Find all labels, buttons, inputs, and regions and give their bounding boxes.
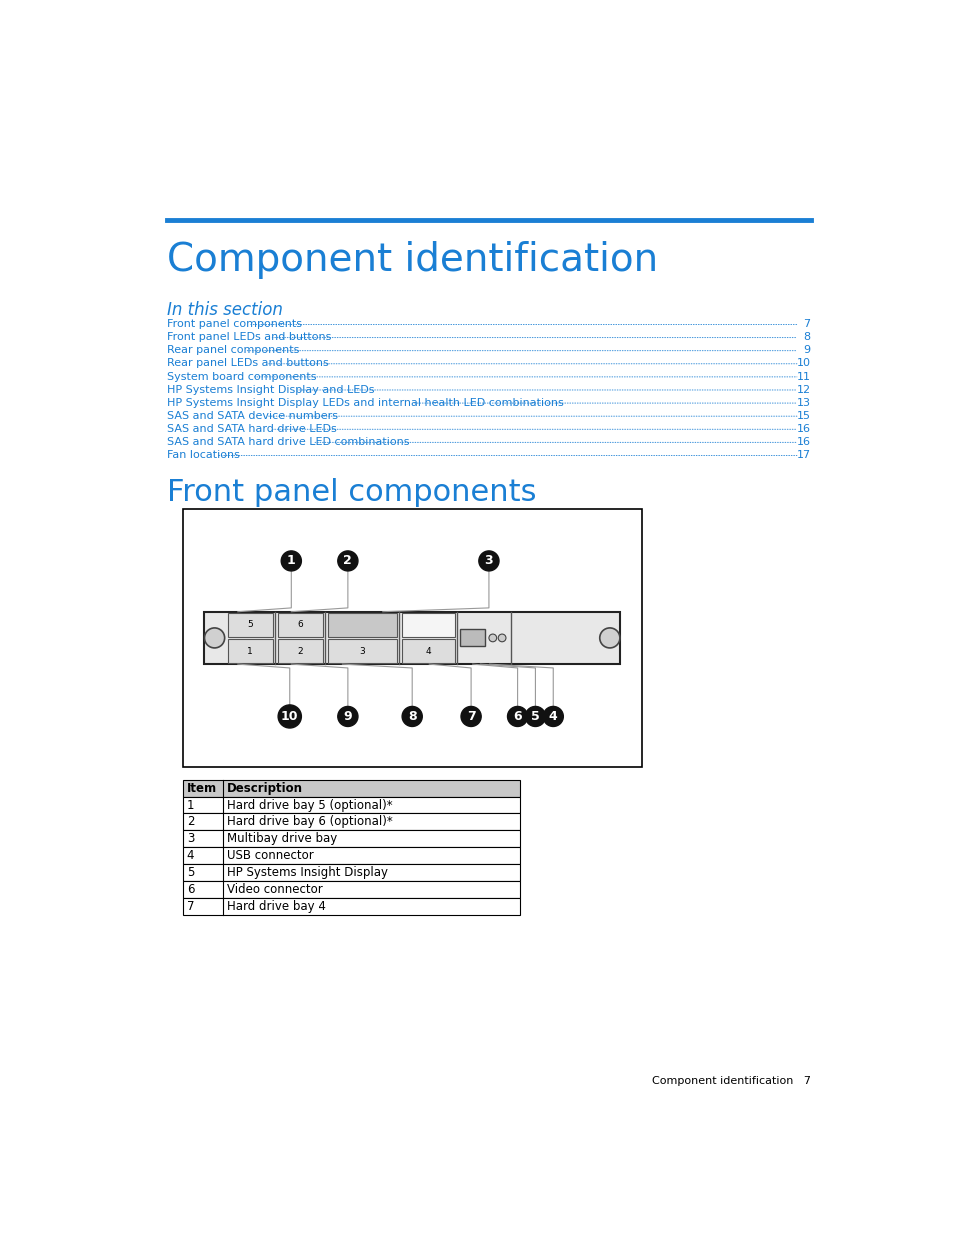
Circle shape: [278, 705, 301, 727]
Circle shape: [337, 551, 357, 571]
Text: 7: 7: [802, 319, 810, 330]
Circle shape: [497, 634, 505, 642]
Text: SAS and SATA device numbers: SAS and SATA device numbers: [167, 411, 338, 421]
Text: 13: 13: [796, 398, 810, 408]
Text: 1: 1: [247, 646, 253, 656]
Bar: [183, 779, 519, 797]
Text: 10: 10: [796, 358, 810, 368]
Text: Component identification   7: Component identification 7: [651, 1076, 810, 1086]
Bar: [328, 613, 396, 637]
Text: 4: 4: [548, 710, 558, 722]
Circle shape: [402, 706, 422, 726]
Circle shape: [525, 706, 545, 726]
Text: Rear panel LEDs and buttons: Rear panel LEDs and buttons: [167, 358, 329, 368]
Text: Front panel LEDs and buttons: Front panel LEDs and buttons: [167, 332, 332, 342]
Text: 1: 1: [287, 555, 295, 567]
Bar: [183, 882, 519, 898]
Text: USB connector: USB connector: [227, 850, 314, 862]
Text: HP Systems Insight Display LEDs and internal health LED combinations: HP Systems Insight Display LEDs and inte…: [167, 398, 563, 408]
Text: Component identification: Component identification: [167, 241, 658, 279]
Text: 7: 7: [187, 900, 194, 913]
Bar: [183, 830, 519, 847]
Text: 12: 12: [796, 384, 810, 395]
Text: Hard drive bay 5 (optional)*: Hard drive bay 5 (optional)*: [227, 799, 393, 811]
Text: 8: 8: [408, 710, 416, 722]
Circle shape: [281, 551, 301, 571]
Text: 5: 5: [247, 620, 253, 630]
Text: 6: 6: [513, 710, 521, 722]
Bar: [183, 898, 519, 915]
Text: HP Systems Insight Display: HP Systems Insight Display: [227, 866, 388, 879]
Circle shape: [460, 706, 480, 726]
Text: Hard drive bay 4: Hard drive bay 4: [227, 900, 326, 913]
Text: Multibay drive bay: Multibay drive bay: [227, 832, 336, 846]
Bar: [183, 847, 519, 864]
Text: 4: 4: [187, 850, 194, 862]
Bar: [278, 613, 323, 637]
Text: 8: 8: [802, 332, 810, 342]
Text: 3: 3: [484, 555, 493, 567]
Text: 5: 5: [531, 710, 539, 722]
Bar: [228, 638, 273, 663]
Bar: [183, 814, 519, 830]
Bar: [278, 638, 323, 663]
Bar: [183, 509, 641, 767]
Text: SAS and SATA hard drive LED combinations: SAS and SATA hard drive LED combinations: [167, 437, 410, 447]
Bar: [328, 638, 396, 663]
Bar: [459, 630, 484, 646]
Text: 2: 2: [297, 646, 303, 656]
Text: Front panel components: Front panel components: [167, 319, 302, 330]
Circle shape: [204, 627, 224, 648]
Text: 9: 9: [343, 710, 352, 722]
Text: 6: 6: [297, 620, 303, 630]
Circle shape: [542, 706, 562, 726]
Text: 9: 9: [802, 346, 810, 356]
Text: 10: 10: [281, 710, 298, 722]
Bar: [204, 611, 619, 664]
Text: SAS and SATA hard drive LEDs: SAS and SATA hard drive LEDs: [167, 424, 336, 433]
Text: 11: 11: [796, 372, 810, 382]
Text: 3: 3: [359, 646, 365, 656]
Text: 1: 1: [187, 799, 194, 811]
Text: In this section: In this section: [167, 300, 283, 319]
Bar: [402, 638, 455, 663]
Text: Description: Description: [227, 782, 303, 794]
Bar: [183, 797, 519, 814]
Text: Hard drive bay 6 (optional)*: Hard drive bay 6 (optional)*: [227, 815, 393, 829]
Text: 17: 17: [796, 450, 810, 461]
Text: Fan locations: Fan locations: [167, 450, 240, 461]
Text: 2: 2: [343, 555, 352, 567]
Text: 4: 4: [425, 646, 431, 656]
Text: 16: 16: [796, 437, 810, 447]
Text: 7: 7: [466, 710, 475, 722]
Text: 15: 15: [796, 411, 810, 421]
Bar: [228, 613, 273, 637]
Circle shape: [599, 627, 619, 648]
Text: System board components: System board components: [167, 372, 316, 382]
Text: 6: 6: [187, 883, 194, 897]
Bar: [402, 613, 455, 637]
Circle shape: [478, 551, 498, 571]
Text: Front panel components: Front panel components: [167, 478, 537, 506]
Text: HP Systems Insight Display and LEDs: HP Systems Insight Display and LEDs: [167, 384, 375, 395]
Circle shape: [337, 706, 357, 726]
Circle shape: [507, 706, 527, 726]
Circle shape: [488, 634, 497, 642]
Text: 16: 16: [796, 424, 810, 433]
Text: Item: Item: [187, 782, 216, 794]
Text: 2: 2: [187, 815, 194, 829]
Bar: [183, 864, 519, 882]
Text: Video connector: Video connector: [227, 883, 322, 897]
Text: 5: 5: [187, 866, 193, 879]
Text: Rear panel components: Rear panel components: [167, 346, 299, 356]
Text: 3: 3: [187, 832, 193, 846]
